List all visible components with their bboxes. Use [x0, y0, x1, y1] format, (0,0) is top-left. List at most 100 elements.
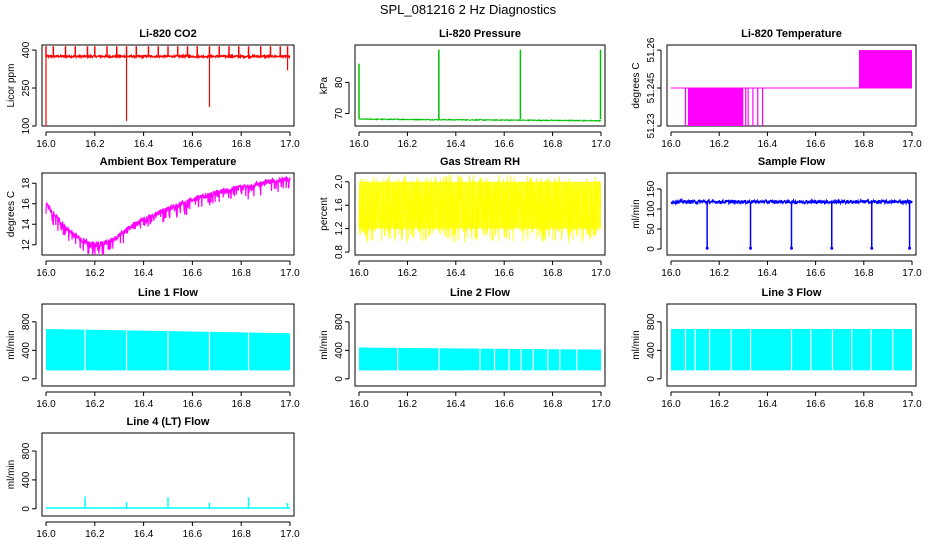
y-tick-label: 400 — [21, 342, 32, 359]
x-tick-label: 16.4 — [446, 268, 466, 279]
y-axis-label: degrees C — [6, 191, 17, 237]
x-tick-label: 16.4 — [758, 268, 778, 279]
series-line-4-lt-flow — [46, 496, 290, 509]
x-tick-label: 17.0 — [591, 268, 611, 279]
series-li-820-co2 — [45, 46, 291, 126]
x-tick-label: 17.0 — [280, 399, 300, 410]
x-tick-label: 17.0 — [902, 268, 922, 279]
sample-dip-point — [870, 246, 874, 250]
y-axis-label: kPa — [319, 76, 330, 94]
panel-title: Line 1 Flow — [138, 287, 198, 299]
panel-title: Ambient Box Temperature — [100, 156, 237, 168]
plot-frame — [41, 303, 295, 387]
plot-frame — [666, 44, 917, 127]
y-tick-label: 50 — [646, 223, 657, 235]
x-axis: 16.0 16.2 16.4 16.6 16.8 17.0 — [661, 391, 922, 410]
x-tick-label: 16.6 — [494, 399, 514, 410]
rh-line — [358, 174, 602, 244]
plot-frame — [41, 44, 295, 127]
series-li-820-pressure — [358, 49, 602, 123]
y-tick-label: 0 — [21, 376, 32, 382]
x-tick-label: 16.4 — [134, 529, 154, 540]
y-tick-label: 16 — [21, 198, 32, 210]
sample-dip-point — [749, 246, 753, 250]
y-axis: 100 250 400 — [21, 41, 37, 134]
x-tick-label: 16.2 — [709, 268, 729, 279]
x-tick-label: 16.0 — [36, 529, 56, 540]
x-axis: 16.0 16.2 16.4 16.6 16.8 17.0 — [36, 391, 300, 410]
x-axis: 16.0 16.2 16.4 16.6 16.8 17.0 — [36, 131, 300, 150]
y-axis-label: ml/min — [631, 199, 642, 228]
x-tick-label: 16.6 — [183, 529, 203, 540]
x-tick-label: 17.0 — [902, 139, 922, 150]
x-tick-label: 16.0 — [349, 139, 369, 150]
x-tick-label: 16.6 — [806, 139, 826, 150]
y-tick-label: 1.6 — [334, 198, 345, 212]
panel-line-4-lt-flow: Line 4 (LT) Flow 16.0 16.2 16.4 16.6 16.8 17.0… — [6, 416, 300, 540]
x-tick-label: 16.8 — [854, 139, 874, 150]
x-tick-label: 16.8 — [231, 268, 251, 279]
x-tick-label: 16.6 — [494, 268, 514, 279]
x-tick-label: 17.0 — [280, 529, 300, 540]
panel-line-3-flow: Line 3 Flow 16.0 16.2 16.4 16.6 16.8 17.0 0 400 8… — [631, 287, 922, 410]
plot-frame — [666, 303, 917, 387]
panel-title: Li-820 Pressure — [439, 28, 521, 40]
x-tick-label: 16.6 — [806, 268, 826, 279]
y-axis-label: ml/min — [631, 330, 642, 359]
panel-sample-flow: Sample Flow 16.0 16.2 16.4 16.6 16.8 17.0 0 50 10… — [631, 156, 922, 279]
y-tick-label: 800 — [21, 442, 32, 459]
y-axis-label: ml/min — [319, 330, 330, 359]
y-tick-label: 70 — [334, 108, 345, 120]
y-axis-label: ml/min — [6, 330, 17, 359]
panel-title: Li-820 Temperature — [741, 28, 842, 40]
sample-dip-point — [705, 246, 709, 250]
series-line-1-flow — [46, 328, 290, 371]
series-gas-stream-rh — [358, 174, 602, 244]
y-tick-label: 51.26 — [646, 37, 657, 62]
y-tick-label: 0 — [646, 246, 657, 252]
panel-title: Sample Flow — [758, 156, 826, 168]
plot-frame — [354, 303, 606, 387]
panel-li-820-co2: Li-820 CO2 16.0 16.2 16.4 16.6 16.8 17.0 100 250… — [6, 28, 300, 150]
x-tick-label: 16.6 — [806, 399, 826, 410]
x-tick-label: 16.4 — [758, 399, 778, 410]
y-tick-label: 51.245 — [646, 72, 657, 103]
y-tick-label: 800 — [21, 313, 32, 330]
x-tick-label: 16.4 — [134, 139, 154, 150]
x-tick-label: 16.2 — [85, 139, 105, 150]
y-axis: 0.8 1.2 1.6 2.0 — [334, 174, 350, 259]
y-axis: 51.23 51.245 51.26 — [646, 37, 662, 139]
x-tick-label: 16.8 — [543, 139, 563, 150]
x-axis: 16.0 16.2 16.4 16.6 16.8 17.0 — [661, 260, 922, 279]
x-axis: 16.0 16.2 16.4 16.6 16.8 17.0 — [36, 260, 300, 279]
x-tick-label: 16.2 — [85, 529, 105, 540]
y-axis-label: percent — [319, 197, 330, 231]
y-tick-label: 800 — [334, 313, 345, 330]
y-axis: 0 400 800 — [646, 313, 662, 382]
x-tick-label: 16.4 — [134, 268, 154, 279]
x-tick-label: 16.2 — [85, 268, 105, 279]
x-tick-label: 16.4 — [758, 139, 778, 150]
y-tick-label: 100 — [21, 117, 32, 134]
x-tick-label: 17.0 — [591, 139, 611, 150]
x-tick-label: 16.8 — [231, 139, 251, 150]
y-tick-label: 400 — [646, 342, 657, 359]
y-tick-label: 150 — [646, 180, 657, 197]
x-tick-label: 16.8 — [543, 268, 563, 279]
panel-li-820-pressure: Li-820 Pressure 16.0 16.2 16.4 16.6 16.8 17.0 7… — [319, 28, 611, 150]
ambient-line — [45, 175, 291, 255]
x-tick-label: 16.6 — [183, 139, 203, 150]
panel-gas-stream-rh: Gas Stream RH 16.0 16.2 16.4 16.6 16.8 17.0 0.8… — [319, 156, 611, 279]
x-tick-label: 16.0 — [36, 139, 56, 150]
x-tick-label: 17.0 — [280, 268, 300, 279]
series-sample-flow — [670, 197, 913, 250]
x-axis: 16.0 16.2 16.4 16.6 16.8 17.0 — [349, 260, 611, 279]
x-tick-label: 17.0 — [280, 139, 300, 150]
x-tick-label: 16.2 — [398, 139, 418, 150]
y-tick-label: 0 — [21, 506, 32, 512]
panel-title: Line 4 (LT) Flow — [127, 416, 210, 428]
sample-dip-point — [790, 246, 793, 250]
panel-line-1-flow: Line 1 Flow 16.0 16.2 16.4 16.6 16.8 17.0 0 400 8… — [6, 287, 300, 410]
y-tick-label: 80 — [334, 76, 345, 88]
x-tick-label: 16.6 — [183, 268, 203, 279]
